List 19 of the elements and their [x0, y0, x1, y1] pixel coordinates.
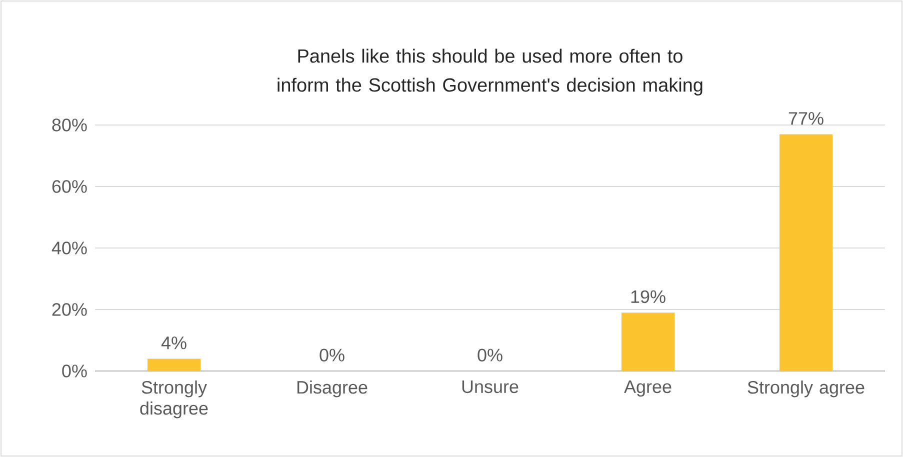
x-tick-label: Strongly disagree: [140, 380, 208, 418]
x-tick-label: Agree: [624, 380, 672, 397]
data-label: 4%: [161, 336, 186, 350]
bar: [780, 134, 833, 371]
data-label: 19%: [631, 290, 666, 304]
x-tick-label: Unsure: [462, 380, 518, 394]
data-label: 77%: [788, 112, 824, 125]
x-tick-label: Strongly agree: [748, 380, 864, 398]
y-tick-label: 60%: [52, 180, 87, 193]
bar: [148, 358, 201, 371]
data-label: 0%: [478, 348, 502, 362]
y-tick-label: 0%: [62, 364, 87, 378]
y-tick-label: 40%: [52, 242, 87, 254]
data-label: 0%: [320, 348, 344, 362]
y-tick-label: 20%: [52, 303, 87, 316]
y-tick-label: 80%: [52, 118, 87, 132]
bar: [622, 312, 675, 371]
x-tick-label: Disagree: [297, 380, 368, 398]
chart-title: Panels like this should be used more often to inform the Scottish Government's decision making: [278, 48, 702, 96]
